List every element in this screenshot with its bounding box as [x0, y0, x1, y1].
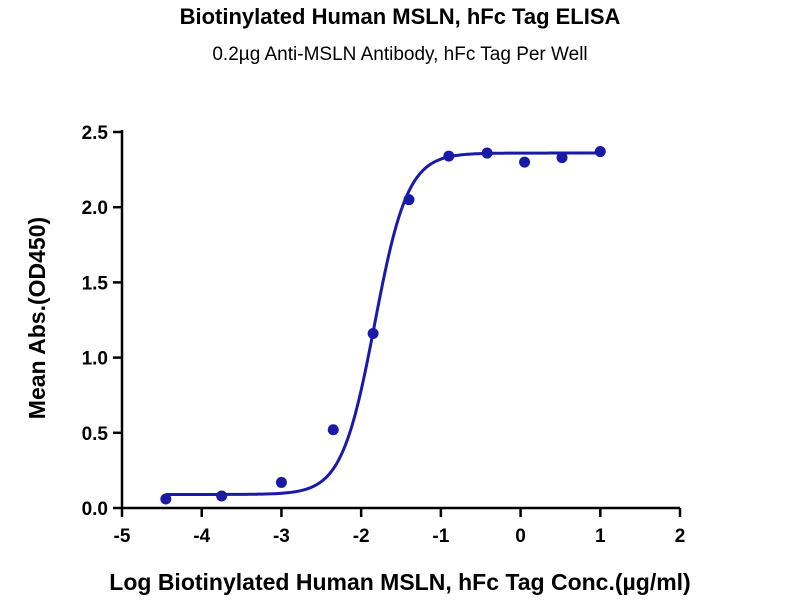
data-points: [160, 146, 606, 505]
y-tick-label: 2.0: [82, 198, 108, 219]
y-axis-ticks: 0.0 0.5 1.0 1.5 2.0 2.5: [82, 123, 122, 520]
data-point: [481, 147, 493, 159]
chart-title: Biotinylated Human MSLN, hFc Tag ELISA: [180, 4, 621, 29]
x-axis-label: Log Biotinylated Human MSLN, hFc Tag Con…: [109, 569, 690, 595]
fit-curve: [165, 151, 601, 496]
data-point: [594, 146, 606, 158]
x-tick-label: 1: [595, 526, 606, 547]
data-point: [160, 493, 172, 505]
data-point: [275, 476, 287, 488]
x-tick-label: -3: [273, 526, 290, 547]
x-tick-label: 2: [675, 526, 686, 547]
data-point: [327, 424, 339, 436]
y-tick-label: 1.5: [82, 273, 109, 294]
x-tick-label: -2: [353, 526, 370, 547]
data-point: [443, 150, 455, 162]
y-tick-label: 0.5: [82, 424, 109, 445]
x-tick-label: -1: [432, 526, 449, 547]
y-tick-label: 1.0: [82, 349, 108, 370]
plot-area: -5 -4 -3 -2 -1 0 1 2 0.0 0.5 1.0 1.5 2.0 2.5: [82, 123, 686, 547]
data-point: [216, 490, 228, 502]
data-point: [556, 152, 568, 164]
data-point: [519, 156, 531, 168]
y-tick-label: 2.5: [82, 123, 109, 144]
y-axis-label: Mean Abs.(OD450): [24, 217, 50, 419]
x-tick-label: 0: [515, 526, 526, 547]
data-point: [403, 194, 415, 206]
y-tick-label: 0.0: [82, 499, 108, 520]
chart-subtitle: 0.2µg Anti-MSLN Antibody, hFc Tag Per We…: [212, 44, 587, 65]
data-point: [367, 328, 379, 340]
x-axis-ticks: -5 -4 -3 -2 -1 0 1 2: [114, 508, 686, 547]
x-tick-label: -5: [114, 526, 131, 547]
x-tick-label: -4: [193, 526, 210, 547]
